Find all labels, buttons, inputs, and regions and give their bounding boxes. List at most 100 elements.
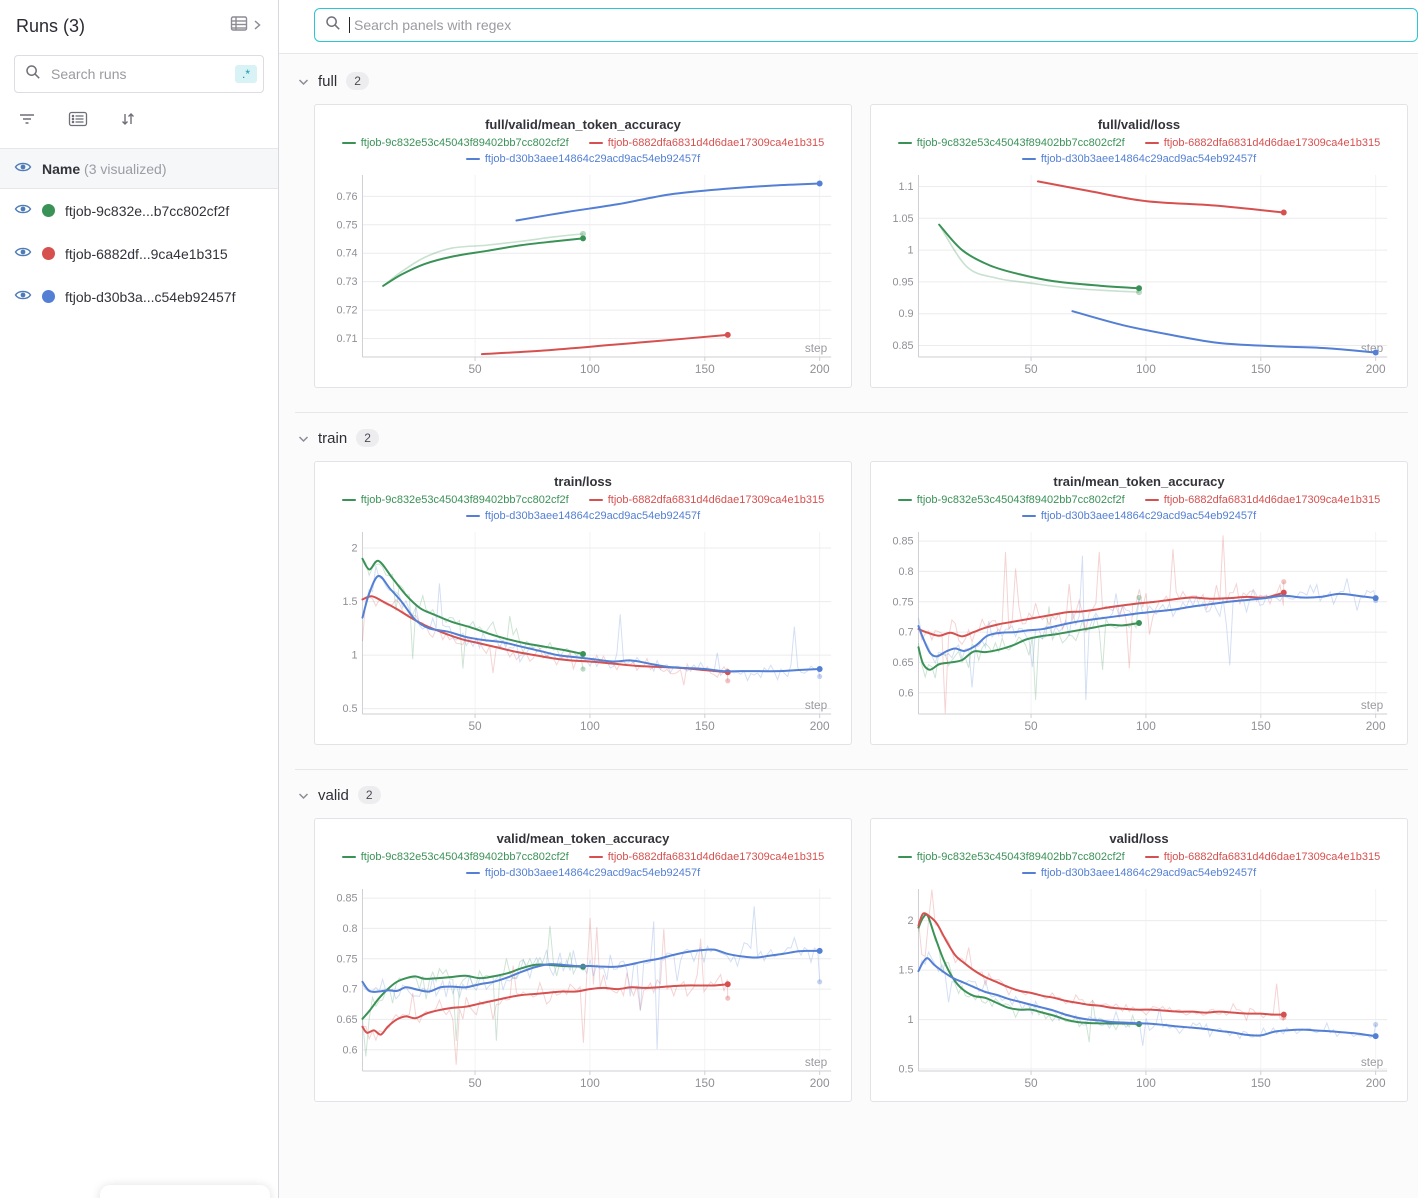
chart-train_acc[interactable]: 50 100 150 200 0.6 0.65 0.7 0.75 0.8 0.85 step (879, 526, 1399, 738)
run-row-1[interactable]: ftjob-6882df...9ca4e1b315 (0, 232, 278, 275)
run-label: ftjob-6882df...9ca4e1b315 (65, 245, 228, 262)
svg-text:0.8: 0.8 (898, 566, 913, 578)
svg-text:50: 50 (468, 1076, 482, 1090)
panel-full_acc[interactable]: full/valid/mean_token_accuracy ftjob-9c83… (314, 104, 852, 388)
run-list: ftjob-9c832e...b7cc802cf2f ftjob-6882df..… (0, 189, 278, 318)
section-panel-count: 2 (356, 429, 379, 447)
legend-entry-blue[interactable]: ftjob-d30b3aee14864c29acd9ac54eb92457f (1021, 865, 1256, 881)
legend-swatch (465, 872, 480, 875)
panel-valid_acc[interactable]: valid/mean_token_accuracy ftjob-9c832e53c… (314, 818, 852, 1102)
legend-swatch (897, 856, 912, 859)
svg-text:0.75: 0.75 (336, 219, 357, 231)
chart-legend: ftjob-9c832e53c45043f89402bb7cc802cf2f ft… (879, 135, 1399, 167)
section-header-valid[interactable]: valid 2 (298, 786, 1408, 804)
panel-train_acc[interactable]: train/mean_token_accuracy ftjob-9c832e53c… (870, 461, 1408, 745)
panel-search (314, 8, 1418, 42)
legend-swatch (341, 856, 356, 859)
svg-text:step: step (805, 1055, 828, 1069)
svg-text:0.76: 0.76 (336, 191, 357, 203)
svg-text:50: 50 (1024, 719, 1038, 733)
svg-text:1: 1 (907, 245, 913, 257)
chevron-down-icon (298, 787, 309, 804)
legend-entry-green[interactable]: ftjob-9c832e53c45043f89402bb7cc802cf2f (341, 135, 569, 151)
name-column-header: Name (42, 160, 81, 177)
chart-legend: ftjob-9c832e53c45043f89402bb7cc802cf2f ft… (879, 849, 1399, 881)
section-header-full[interactable]: full 2 (298, 72, 1408, 90)
legend-swatch (465, 515, 480, 518)
chart-valid_acc[interactable]: 50 100 150 200 0.6 0.65 0.7 0.75 0.8 0.85 step (323, 883, 843, 1095)
legend-entry-red[interactable]: ftjob-6882dfa6831d4d6dae17309ca4e1b315 (588, 849, 824, 865)
svg-text:150: 150 (1251, 1076, 1271, 1090)
legend-entry-green[interactable]: ftjob-9c832e53c45043f89402bb7cc802cf2f (341, 849, 569, 865)
chart-full_acc[interactable]: 50 100 150 200 0.71 0.72 0.73 0.74 0.75 0.76 step (323, 169, 843, 381)
svg-text:0.75: 0.75 (892, 596, 913, 608)
panel-train_loss[interactable]: train/loss ftjob-9c832e53c45043f89402bb7c… (314, 461, 852, 745)
list-settings-icon[interactable] (68, 111, 88, 132)
legend-swatch (1021, 158, 1036, 161)
svg-text:100: 100 (1136, 719, 1156, 733)
eye-icon[interactable] (14, 288, 32, 305)
table-icon[interactable] (230, 15, 250, 38)
search-runs-input[interactable] (49, 65, 227, 83)
legend-entry-red[interactable]: ftjob-6882dfa6831d4d6dae17309ca4e1b315 (1144, 849, 1380, 865)
chart-train_loss[interactable]: 50 100 150 200 0.5 1 1.5 2 step (323, 526, 843, 738)
legend-run-name: ftjob-d30b3aee14864c29acd9ac54eb92457f (484, 153, 701, 165)
legend-entry-red[interactable]: ftjob-6882dfa6831d4d6dae17309ca4e1b315 (588, 492, 824, 508)
panel-valid_loss[interactable]: valid/loss ftjob-9c832e53c45043f89402bb7c… (870, 818, 1408, 1102)
eye-icon[interactable] (14, 160, 32, 177)
run-row-0[interactable]: ftjob-9c832e...b7cc802cf2f (0, 189, 278, 232)
svg-text:0.85: 0.85 (892, 536, 913, 548)
search-panels-input[interactable] (352, 16, 1407, 34)
legend-entry-blue[interactable]: ftjob-d30b3aee14864c29acd9ac54eb92457f (465, 151, 701, 167)
text-caret (349, 17, 350, 33)
svg-text:step: step (805, 341, 828, 355)
legend-swatch (588, 499, 603, 502)
legend-run-name: ftjob-9c832e53c45043f89402bb7cc802cf2f (360, 494, 569, 506)
legend-entry-blue[interactable]: ftjob-d30b3aee14864c29acd9ac54eb92457f (1021, 508, 1257, 524)
regex-toggle-button[interactable]: .* (234, 65, 257, 83)
legend-entry-green[interactable]: ftjob-9c832e53c45043f89402bb7cc802cf2f (341, 492, 569, 508)
svg-text:200: 200 (1366, 1076, 1386, 1090)
legend-entry-blue[interactable]: ftjob-d30b3aee14864c29acd9ac54eb92457f (465, 508, 700, 524)
svg-text:150: 150 (1251, 362, 1271, 376)
section-panel-count: 2 (357, 786, 381, 804)
svg-text:100: 100 (580, 362, 600, 376)
eye-icon[interactable] (14, 245, 32, 262)
run-row-2[interactable]: ftjob-d30b3a...c54eb92457f (0, 275, 278, 318)
legend-swatch (341, 499, 356, 502)
sort-icon[interactable] (120, 111, 136, 132)
legend-run-name: ftjob-9c832e53c45043f89402bb7cc802cf2f (916, 494, 1125, 506)
legend-entry-red[interactable]: ftjob-6882dfa6831d4d6dae17309ca4e1b315 (1144, 492, 1381, 508)
filter-icon[interactable] (18, 112, 36, 131)
legend-run-name: ftjob-6882dfa6831d4d6dae17309ca4e1b315 (607, 137, 825, 149)
legend-swatch (1144, 856, 1159, 859)
chart-valid_loss[interactable]: 50 100 150 200 0.5 1 1.5 2 step (879, 883, 1399, 1095)
runs-search: .* (14, 55, 264, 93)
legend-entry-red[interactable]: ftjob-6882dfa6831d4d6dae17309ca4e1b315 (588, 135, 825, 151)
legend-entry-blue[interactable]: ftjob-d30b3aee14864c29acd9ac54eb92457f (1021, 151, 1256, 167)
section-label: valid (318, 786, 349, 804)
legend-entry-green[interactable]: ftjob-9c832e53c45043f89402bb7cc802cf2f (897, 849, 1125, 865)
eye-icon[interactable] (14, 202, 32, 219)
legend-entry-green[interactable]: ftjob-9c832e53c45043f89402bb7cc802cf2f (897, 492, 1125, 508)
legend-run-name: ftjob-6882dfa6831d4d6dae17309ca4e1b315 (1163, 494, 1381, 506)
section-label: train (318, 429, 348, 447)
svg-text:1: 1 (907, 1014, 913, 1026)
section-panel-count: 2 (346, 72, 369, 90)
legend-swatch (1144, 142, 1159, 145)
legend-entry-blue[interactable]: ftjob-d30b3aee14864c29acd9ac54eb92457f (465, 865, 700, 881)
legend-entry-red[interactable]: ftjob-6882dfa6831d4d6dae17309ca4e1b315 (1144, 135, 1380, 151)
chevron-right-icon[interactable] (252, 16, 262, 37)
legend-run-name: ftjob-d30b3aee14864c29acd9ac54eb92457f (1040, 510, 1257, 522)
section-header-train[interactable]: train 2 (298, 429, 1408, 447)
svg-text:0.71: 0.71 (336, 333, 357, 345)
svg-text:0.72: 0.72 (336, 305, 357, 317)
svg-text:0.74: 0.74 (336, 248, 357, 260)
svg-text:1.05: 1.05 (892, 213, 913, 225)
legend-run-name: ftjob-9c832e53c45043f89402bb7cc802cf2f (360, 137, 569, 149)
panel-full_loss[interactable]: full/valid/loss ftjob-9c832e53c45043f8940… (870, 104, 1408, 388)
legend-entry-green[interactable]: ftjob-9c832e53c45043f89402bb7cc802cf2f (897, 135, 1125, 151)
legend-swatch (588, 142, 603, 145)
